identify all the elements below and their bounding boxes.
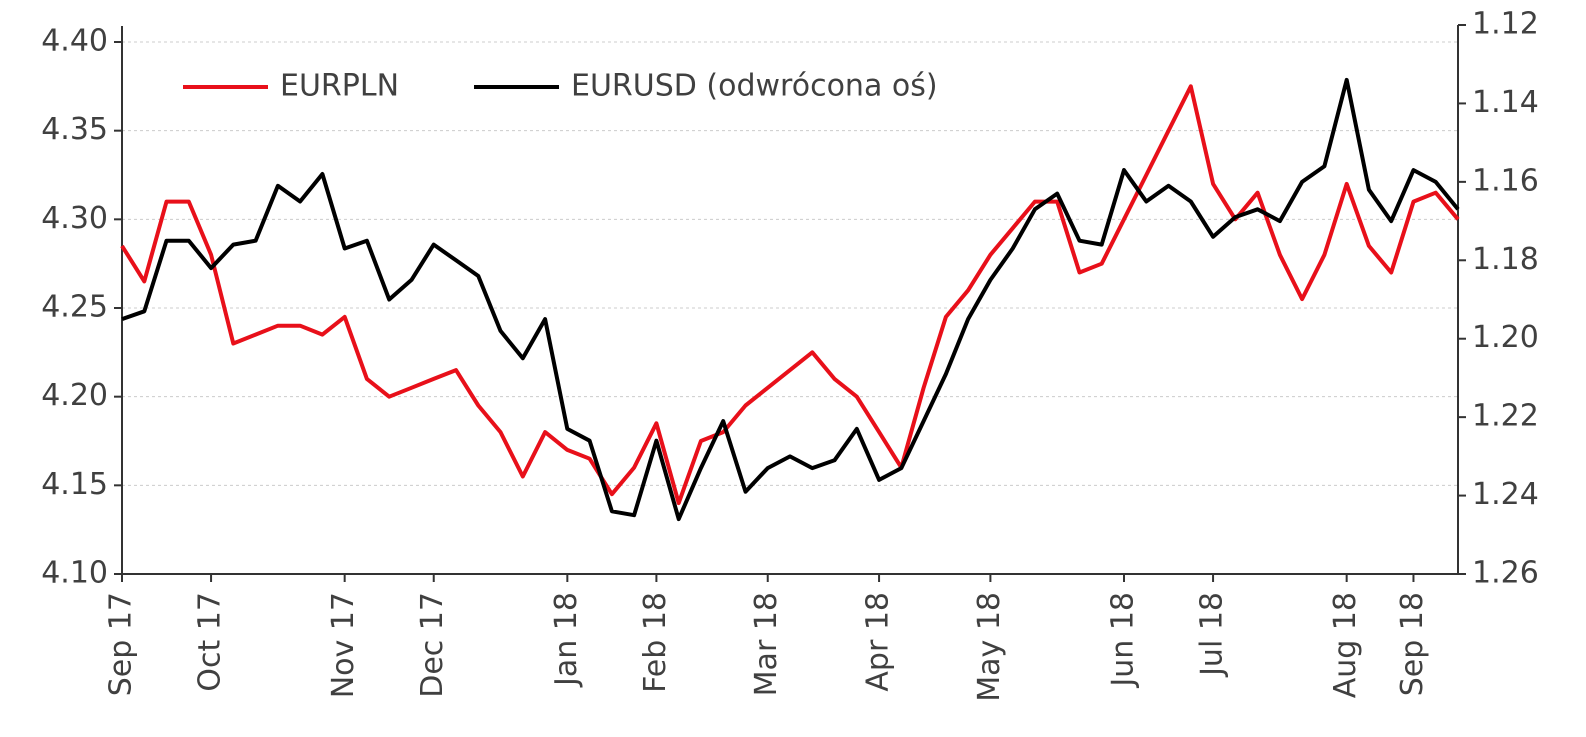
y-tick-label: 4.30: [41, 201, 108, 236]
y-tick-label: 4.10: [41, 556, 108, 591]
y2-tick-label: 1.12: [1472, 7, 1539, 42]
y-tick-label: 4.35: [41, 112, 108, 147]
x-tick-label: Aug 18: [1328, 592, 1363, 698]
x-tick-label: Dec 17: [415, 592, 450, 698]
x-tick-label: Jan 18: [549, 592, 584, 688]
x-tick-label: Jun 18: [1106, 592, 1141, 689]
x-tick-label: Nov 17: [326, 592, 361, 698]
legend-label: EURUSD (odwrócona oś): [571, 69, 938, 104]
y-tick-label: 4.15: [41, 467, 108, 502]
y-tick-label: 4.25: [41, 290, 108, 325]
x-tick-label: Jul 18: [1195, 592, 1230, 678]
y2-tick-label: 1.20: [1472, 320, 1539, 355]
x-tick-label: Sep 17: [104, 592, 139, 696]
y2-tick-label: 1.26: [1472, 556, 1539, 591]
legend-label: EURPLN: [280, 69, 399, 104]
y2-tick-label: 1.24: [1472, 477, 1539, 512]
y2-tick-label: 1.18: [1472, 242, 1539, 277]
x-tick-label: May 18: [972, 592, 1007, 702]
series-line: [120, 84, 1460, 506]
x-tick-label: Sep 18: [1395, 592, 1430, 696]
y2-tick-label: 1.16: [1472, 163, 1539, 198]
x-tick-label: Feb 18: [638, 592, 673, 693]
x-tick-label: Apr 18: [861, 592, 896, 692]
series-line: [121, 77, 1460, 522]
y-tick-label: 4.20: [41, 378, 108, 413]
x-tick-label: Mar 18: [749, 592, 784, 696]
y-tick-label: 4.40: [41, 24, 108, 59]
y2-tick-label: 1.22: [1472, 399, 1539, 434]
y2-tick-label: 1.14: [1472, 85, 1539, 120]
x-tick-label: Oct 17: [193, 592, 228, 692]
